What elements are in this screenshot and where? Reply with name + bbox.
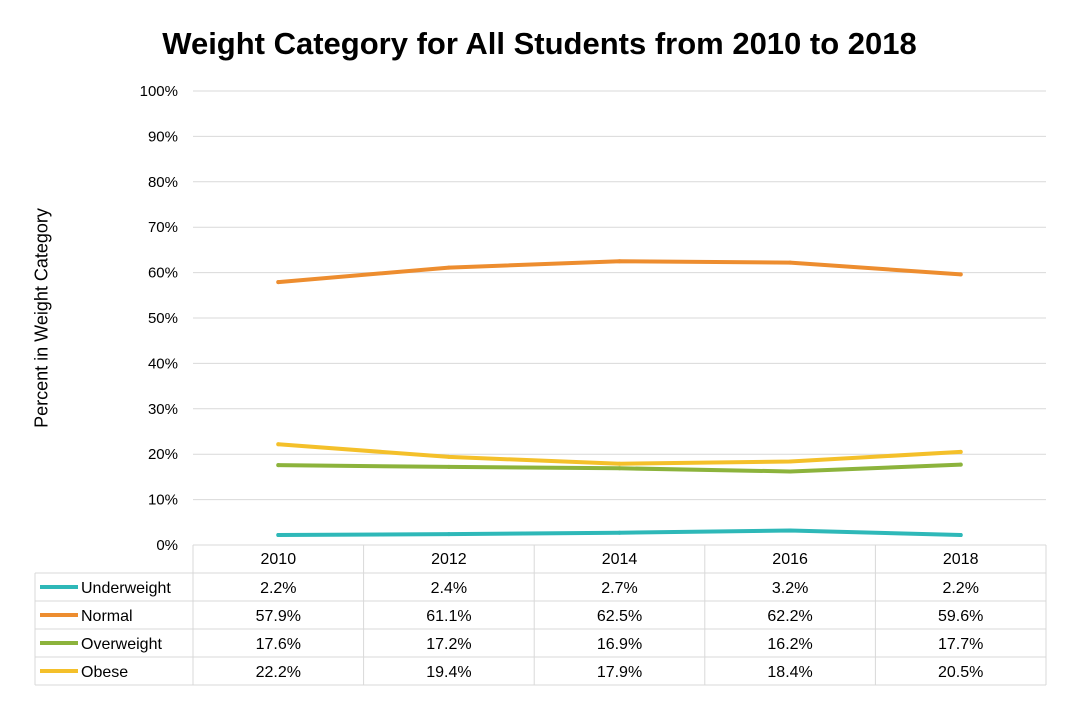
data-point-obese <box>276 442 281 447</box>
legend-label-obese: Obese <box>81 664 128 681</box>
data-label: 2.7% <box>601 580 637 597</box>
data-label: 61.1% <box>426 608 471 625</box>
data-label: 19.4% <box>426 664 471 681</box>
y-tick-label: 80% <box>148 174 178 191</box>
data-point-obese <box>788 459 793 464</box>
data-label: 17.6% <box>256 636 301 653</box>
y-tick-label: 60% <box>148 265 178 282</box>
x-tick-label: 2018 <box>943 551 979 568</box>
y-tick-label: 50% <box>148 310 178 327</box>
data-point-normal <box>617 259 622 264</box>
y-tick-label: 100% <box>140 83 178 100</box>
data-label: 16.9% <box>597 636 642 653</box>
series-lines <box>276 259 963 538</box>
y-tick-label: 40% <box>148 355 178 372</box>
y-tick-label: 20% <box>148 446 178 463</box>
data-label: 16.2% <box>767 636 812 653</box>
data-point-overweight <box>788 469 793 474</box>
x-tick-label: 2016 <box>772 551 808 568</box>
y-tick-label: 10% <box>148 492 178 509</box>
data-label: 2.4% <box>431 580 467 597</box>
data-label: 59.6% <box>938 608 983 625</box>
data-label: 3.2% <box>772 580 808 597</box>
legend-label-normal: Normal <box>81 608 133 625</box>
legend-label-overweight: Overweight <box>81 636 162 653</box>
chart-title: Weight Category for All Students from 20… <box>162 26 917 61</box>
gridlines <box>193 90 1046 501</box>
data-label: 2.2% <box>942 580 978 597</box>
data-point-normal <box>958 272 963 277</box>
data-point-underweight <box>276 533 281 538</box>
data-table: 2010 2012 2014 2016 2018 Underweight 2.2% 2.4% 2… <box>34 544 1047 686</box>
data-point-obese <box>617 461 622 466</box>
data-label: 17.9% <box>597 664 642 681</box>
data-point-overweight <box>446 464 451 469</box>
data-label: 22.2% <box>256 664 301 681</box>
y-axis-ticks: 0% 10% 20% 30% 40% 50% 60% 70% 80% 90% 100% <box>140 83 178 554</box>
x-tick-label: 2010 <box>261 551 297 568</box>
data-point-overweight <box>958 462 963 467</box>
data-label: 17.2% <box>426 636 471 653</box>
data-point-underweight <box>617 530 622 535</box>
data-label: 20.5% <box>938 664 983 681</box>
y-tick-label: 0% <box>156 537 178 554</box>
data-point-obese <box>446 454 451 459</box>
data-label: 2.2% <box>260 580 296 597</box>
y-tick-label: 90% <box>148 128 178 145</box>
data-label: 62.2% <box>767 608 812 625</box>
x-tick-label: 2012 <box>431 551 467 568</box>
data-label: 17.7% <box>938 636 983 653</box>
data-point-overweight <box>617 466 622 471</box>
data-point-underweight <box>958 533 963 538</box>
data-label: 18.4% <box>767 664 812 681</box>
legend-label-underweight: Underweight <box>81 580 171 597</box>
data-point-overweight <box>276 463 281 468</box>
data-point-normal <box>446 265 451 270</box>
y-tick-label: 70% <box>148 219 178 236</box>
data-label: 62.5% <box>597 608 642 625</box>
data-label: 57.9% <box>256 608 301 625</box>
data-point-underweight <box>788 528 793 533</box>
data-point-underweight <box>446 532 451 537</box>
data-point-obese <box>958 449 963 454</box>
data-point-normal <box>788 260 793 265</box>
data-point-normal <box>276 280 281 285</box>
y-tick-label: 30% <box>148 401 178 418</box>
series-line-normal <box>276 259 963 285</box>
x-tick-label: 2014 <box>602 551 638 568</box>
